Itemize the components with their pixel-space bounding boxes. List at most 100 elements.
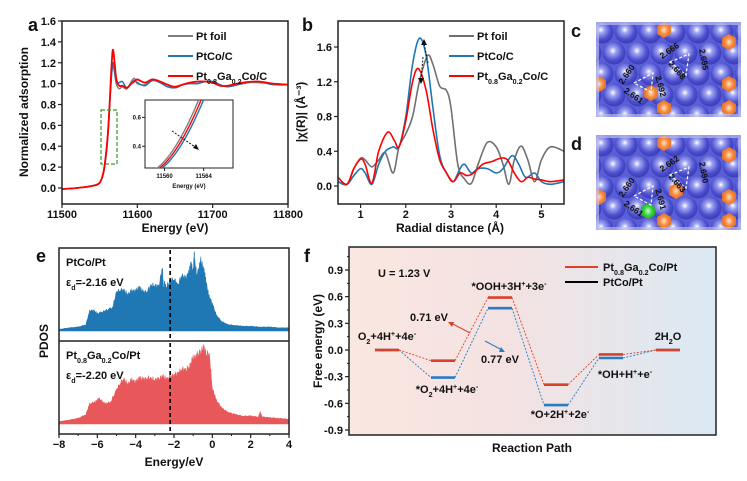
x-tick-label: 4: [286, 439, 293, 451]
text-part: +3e: [525, 281, 544, 293]
y-tick-label: -0.6: [324, 398, 343, 410]
barrier-arrowhead: [448, 322, 454, 327]
series-line-2: [62, 48, 288, 190]
text-part: Ga: [217, 71, 233, 83]
x-tick-label: 4: [493, 209, 500, 221]
state-label: *OH+H++e-: [598, 368, 653, 381]
state-label: *OOH+3H++3e-: [471, 280, 547, 293]
pt-atom: [638, 217, 662, 230]
text-part: d: [71, 284, 75, 292]
series-line-2: [338, 67, 564, 186]
text-part: Ga: [624, 262, 640, 274]
legend-label: Pt0.8Ga0.2Co/C: [477, 71, 548, 86]
text-part: -: [414, 330, 417, 338]
text-part: +2e: [568, 409, 587, 421]
co-atom: [657, 213, 671, 229]
text-part: *O+2H: [531, 409, 564, 421]
inset-frame: [144, 99, 234, 169]
text-part: 0.2: [513, 78, 523, 86]
pt-atom: [638, 62, 662, 86]
pt-atom: [686, 175, 710, 199]
inset-x-tick-label: 11564: [195, 174, 212, 180]
barrier-label-ptco: 0.77 eV: [481, 354, 520, 366]
pt-atom: [596, 104, 614, 117]
text-part: Co/Pt: [112, 350, 141, 362]
panel-a-frame: [61, 20, 289, 205]
x-tick-label: 11800: [273, 209, 303, 221]
text-part: +4e: [457, 384, 476, 396]
bond-length-label: 2.695: [697, 48, 711, 71]
pt-atom: [698, 83, 722, 107]
panel-a-axes: 11500 11600 11700 11800 0.0 0.2 0.4 0.6 0.8 1.0 1.…: [41, 16, 303, 221]
panel-letter-f: f: [304, 246, 311, 266]
co-atom-center: [644, 85, 658, 101]
panel-a-inset: 11560 11564 0.4 0.6 Energy (eV): [133, 99, 234, 190]
text-part: Pt: [477, 71, 488, 83]
panel-f-series: [375, 296, 680, 407]
y-tick-label: 0.6: [41, 120, 56, 132]
pt-atom: [614, 217, 638, 230]
y-tick-label: 0.9: [328, 265, 343, 277]
text-part: =-2.16 eV: [76, 277, 125, 289]
connector-line: [454, 297, 489, 361]
panel-b-axes: 1 2 3 4 5 0.0 0.4 0.8 1.2 1.6: [317, 42, 545, 221]
y-tick-label: 0.3: [328, 318, 343, 330]
text-part: Co/Pt: [649, 262, 678, 274]
pt-atom: [602, 196, 626, 220]
text-part: Co/C: [242, 71, 268, 83]
panel-b-ylabel: |χ(R)| (Å⁻³): [293, 82, 308, 143]
y-tick-label: 1.0: [41, 79, 56, 91]
co-atom: [657, 22, 671, 38]
barrier-arrowhead: [499, 347, 505, 352]
d-band-center-label: εd=-2.20 eV: [66, 370, 124, 385]
pt-atom: [638, 135, 662, 157]
text-part: d: [71, 377, 75, 385]
y-tick-label: 1.6: [41, 16, 56, 28]
text-part: *OH+H: [598, 369, 633, 381]
y-tick-label: 0.2: [41, 162, 56, 174]
text-part: +: [453, 383, 457, 391]
panel-e: e −8 −6 −4 −2 0 2 4 Energy/eV PDOS PtCo/Ptεd=-…: [36, 246, 293, 469]
pt-atom: [698, 154, 722, 178]
inset-x-tick-label: 11560: [156, 174, 173, 180]
text-part: +: [633, 368, 637, 376]
co-atom: [722, 34, 736, 50]
y-tick-label: 0.8: [317, 112, 332, 124]
text-part: ε: [66, 277, 72, 289]
pt-atom: [614, 22, 638, 44]
pt-atom: [579, 0, 602, 23]
state-label: O2+4H++4e-: [358, 330, 417, 346]
legend-label: PtCo/C: [477, 51, 514, 63]
pt-atom: [674, 196, 698, 220]
inset-series: [156, 100, 205, 168]
pt-atom: [686, 22, 710, 44]
text-part: 0.2: [232, 78, 242, 86]
pt-atom: [723, 239, 746, 262]
pdos-label-ptco: PtCo/Pt: [66, 257, 106, 269]
text-part: 2: [366, 338, 370, 346]
y-tick-label: 0.0: [41, 183, 56, 195]
inset-series-line-2: [158, 100, 202, 168]
text-part: +4H: [370, 331, 391, 343]
pt-atom: [567, 176, 590, 199]
panel-d-structure: [567, 135, 746, 262]
text-part: 0.2: [639, 269, 649, 277]
panel-letter-a: a: [28, 15, 39, 35]
co-atom: [657, 135, 671, 151]
peak-arrowhead-up: [421, 39, 427, 45]
pt-atom: [638, 175, 662, 199]
text-part: PtCo/C: [477, 51, 514, 63]
panel-b-xlabel: Radial distance (Å): [396, 220, 504, 235]
pt-atom: [686, 104, 710, 117]
pt-atom: [602, 154, 626, 178]
pt-atom: [650, 154, 674, 178]
panel-f-ylabel: Free energy (eV): [311, 294, 325, 388]
pt-atom: [698, 196, 722, 220]
y-tick-label: 1.4: [41, 37, 57, 49]
bond-triangle: [632, 71, 654, 93]
text-part: -: [476, 383, 479, 391]
inset-series-line-1: [160, 100, 205, 168]
x-tick-label: 11500: [47, 209, 77, 221]
